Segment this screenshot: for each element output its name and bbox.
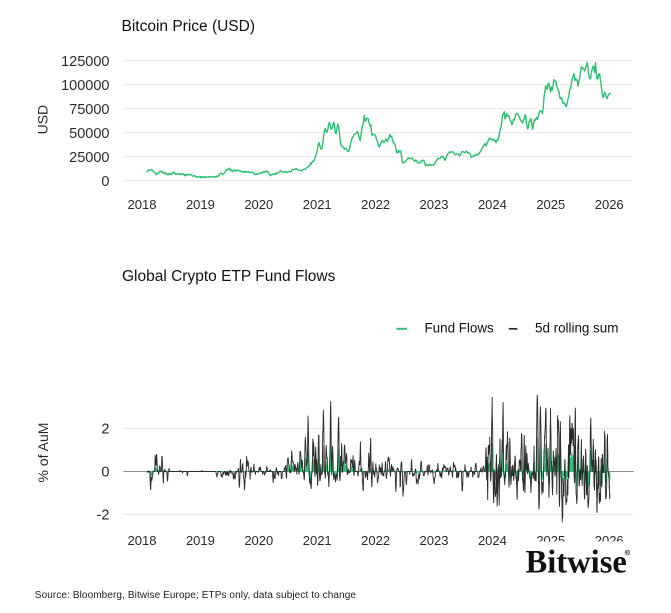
svg-text:2018: 2018: [128, 197, 157, 212]
svg-text:2022: 2022: [361, 533, 390, 548]
svg-text:2020: 2020: [244, 533, 273, 548]
svg-text:Fund Flows: Fund Flows: [425, 321, 495, 336]
svg-text:2021: 2021: [303, 533, 332, 548]
svg-text:Global Crypto ETP Fund Flows: Global Crypto ETP Fund Flows: [122, 268, 336, 285]
svg-text:2: 2: [101, 422, 109, 438]
svg-text:Bitwise: Bitwise: [526, 544, 627, 580]
svg-text:2019: 2019: [186, 533, 215, 548]
svg-text:2023: 2023: [420, 197, 449, 212]
svg-text:-2: -2: [97, 508, 110, 524]
svg-text:Bitcoin Price (USD): Bitcoin Price (USD): [122, 18, 256, 35]
svg-text:2021: 2021: [303, 197, 332, 212]
svg-text:0: 0: [101, 174, 109, 190]
svg-text:0: 0: [101, 465, 109, 481]
svg-text:125000: 125000: [61, 54, 109, 70]
svg-text:25000: 25000: [69, 150, 109, 166]
svg-text:100000: 100000: [61, 78, 109, 94]
svg-text:2026: 2026: [595, 197, 624, 212]
svg-text:2024: 2024: [478, 533, 507, 548]
svg-text:2025: 2025: [536, 197, 565, 212]
svg-text:% of AuM: % of AuM: [35, 423, 51, 483]
svg-text:2023: 2023: [420, 533, 449, 548]
svg-text:75000: 75000: [69, 102, 109, 118]
svg-text:2018: 2018: [128, 533, 157, 548]
svg-text:5d rolling sum: 5d rolling sum: [535, 321, 618, 336]
svg-text:2020: 2020: [244, 197, 273, 212]
svg-text:2024: 2024: [478, 197, 507, 212]
svg-text:50000: 50000: [69, 126, 109, 142]
svg-text:2022: 2022: [361, 197, 390, 212]
svg-text:2019: 2019: [186, 197, 215, 212]
svg-text:USD: USD: [34, 105, 50, 135]
svg-text:Source: Bloomberg, Bitwise Eur: Source: Bloomberg, Bitwise Europe; ETPs …: [35, 590, 357, 601]
